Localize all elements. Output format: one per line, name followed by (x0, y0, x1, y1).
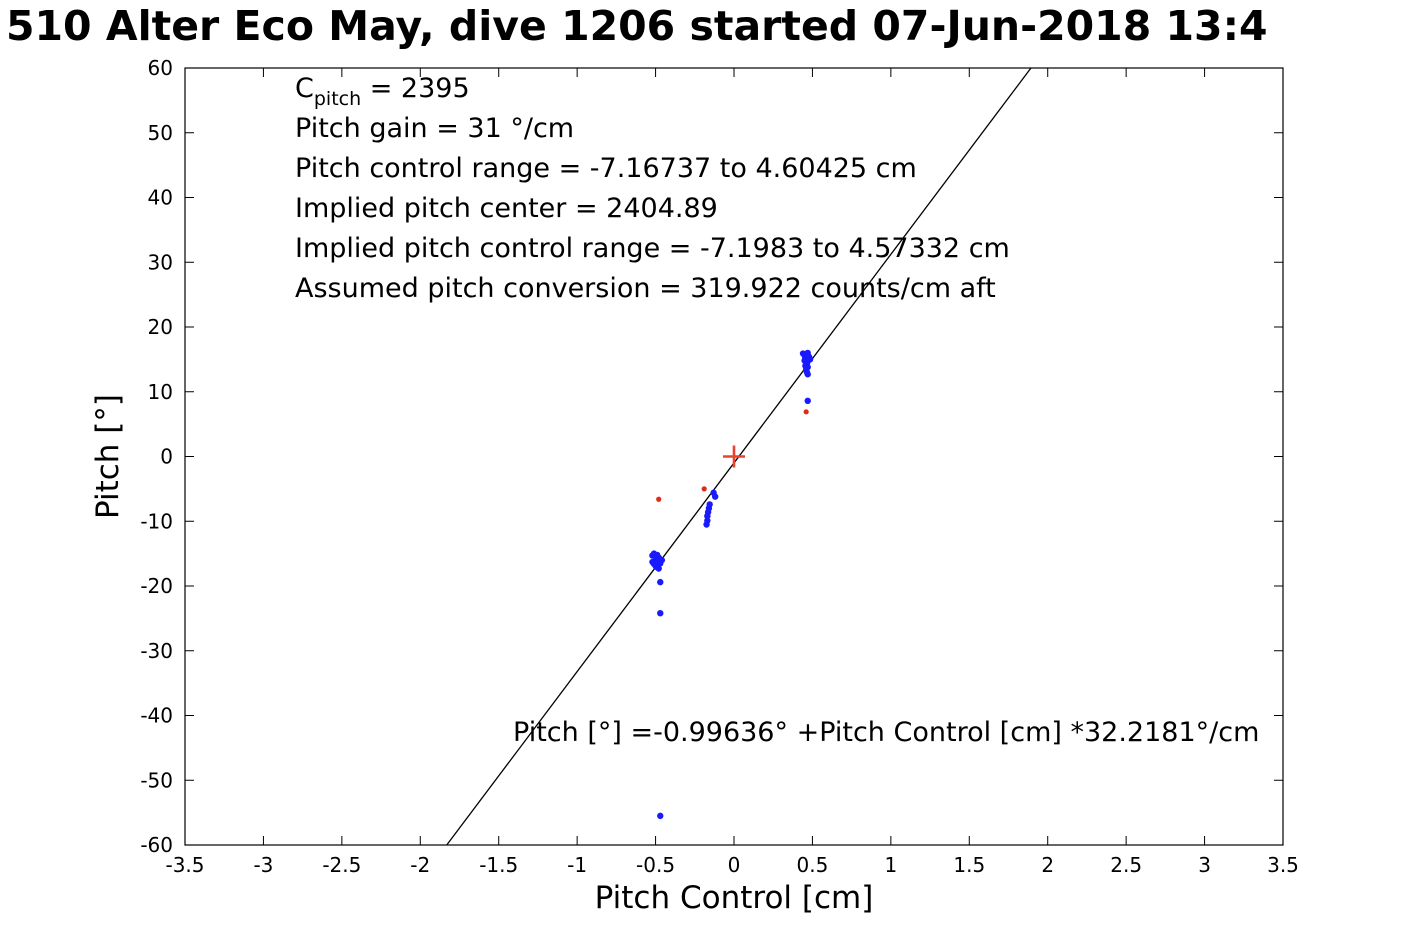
pitch-flagged-point (656, 496, 662, 502)
x-tick-label: -0.5 (636, 853, 675, 877)
x-tick-label: 3 (1198, 853, 1211, 877)
y-tick-label: 20 (148, 315, 173, 339)
y-tick-label: -60 (140, 833, 173, 857)
pitch-flagged-point (803, 409, 809, 415)
pitch-observed-point (655, 565, 662, 572)
pitch-observed-point (711, 493, 719, 500)
y-tick-label: -30 (140, 639, 173, 663)
pitch-observed-point (804, 397, 811, 405)
chart-title: 510 Alter Eco May, dive 1206 started 07-… (6, 2, 1268, 50)
y-tick-label: 60 (148, 56, 173, 80)
annotation-line: Implied pitch control range = -7.1983 to… (295, 233, 1010, 264)
y-axis-label: Pitch [°] (90, 394, 126, 519)
x-tick-label: -2.5 (322, 853, 361, 877)
y-tick-label: 50 (148, 121, 173, 145)
x-tick-label: -2 (410, 853, 430, 877)
annotation-line: Pitch control range = -7.16737 to 4.6042… (295, 153, 917, 184)
x-tick-label: -3.5 (165, 853, 204, 877)
x-tick-label: 1 (884, 853, 897, 877)
annotation-line: Assumed pitch conversion = 319.922 count… (295, 273, 996, 304)
pitch-observed-point (658, 556, 666, 564)
x-tick-label: 0 (728, 853, 741, 877)
x-tick-label: 2 (1041, 853, 1054, 877)
y-tick-label: -40 (140, 704, 173, 728)
pitch-observed-point (657, 812, 664, 820)
x-axis-label: Pitch Control [cm] (595, 880, 874, 916)
pitch-observed-point (649, 558, 656, 566)
y-tick-label: 40 (148, 186, 173, 210)
y-tick-label: 10 (148, 380, 173, 404)
x-tick-label: -3 (253, 853, 273, 877)
x-tick-label: 2.5 (1110, 853, 1142, 877)
annotation-line: Cpitch = 2395 (295, 73, 470, 110)
y-tick-label: 30 (148, 250, 173, 274)
fit-equation-label: Pitch [°] =-0.99636° +Pitch Control [cm]… (513, 717, 1259, 748)
pitch-observed-point (804, 371, 811, 378)
y-tick-label: 0 (160, 445, 173, 469)
pitch-observed-point (704, 512, 711, 520)
x-tick-label: -1.5 (479, 853, 518, 877)
annotation-line: Implied pitch center = 2404.89 (295, 193, 718, 224)
x-tick-label: 0.5 (797, 853, 829, 877)
annotation-line: Pitch gain = 31 °/cm (295, 113, 574, 144)
x-tick-label: -1 (567, 853, 587, 877)
y-tick-label: -10 (140, 509, 173, 533)
pitch-observed-point (657, 609, 664, 617)
pitch-observed-point (657, 578, 664, 586)
pitch-observed-point (703, 521, 710, 528)
x-tick-label: 1.5 (953, 853, 985, 877)
y-tick-label: -20 (140, 574, 173, 598)
x-tick-label: 3.5 (1267, 853, 1299, 877)
y-tick-label: -50 (140, 768, 173, 792)
pitch-flagged-point (701, 486, 707, 492)
